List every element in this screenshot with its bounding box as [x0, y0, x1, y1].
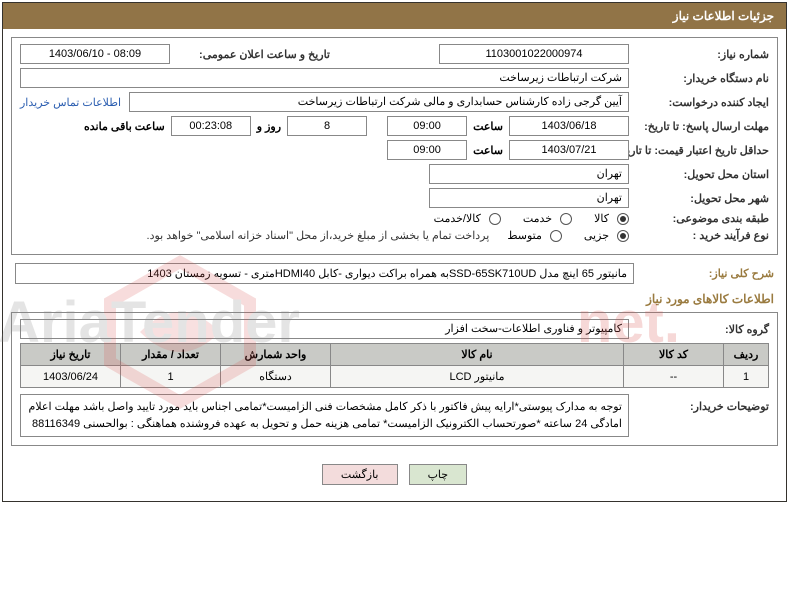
- title-bar: جزئیات اطلاعات نیاز: [3, 3, 786, 29]
- buyer-notes-label: توضیحات خریدار:: [629, 394, 769, 413]
- requester-label: ایجاد کننده درخواست:: [629, 96, 769, 109]
- min-valid-label: حداقل تاریخ اعتبار قیمت: تا تاریخ:: [629, 144, 769, 157]
- radio-partial-label: جزیی: [584, 229, 609, 242]
- radio-medium-label: متوسط: [507, 229, 542, 242]
- radio-both-label: کالا/خدمت: [434, 212, 481, 225]
- radio-partial[interactable]: [617, 230, 629, 242]
- announce-label: تاریخ و ساعت اعلان عمومی:: [170, 48, 330, 61]
- fieldset-main: شماره نیاز: 1103001022000974 تاریخ و ساع…: [11, 37, 778, 255]
- remain-time: 00:23:08: [171, 116, 251, 136]
- need-number-value: 1103001022000974: [439, 44, 629, 64]
- td-date: 1403/06/24: [21, 366, 121, 388]
- th-name: نام کالا: [331, 344, 624, 366]
- time-label-1: ساعت: [473, 120, 503, 133]
- back-button[interactable]: بازگشت: [322, 464, 398, 485]
- deadline-send-date: 1403/06/18: [509, 116, 629, 136]
- city-value: تهران: [429, 188, 629, 208]
- th-code: کد کالا: [624, 344, 724, 366]
- title-text: جزئیات اطلاعات نیاز: [673, 9, 774, 23]
- form-area: شماره نیاز: 1103001022000974 تاریخ و ساع…: [3, 29, 786, 501]
- td-idx: 1: [724, 366, 769, 388]
- th-date: تاریخ نیاز: [21, 344, 121, 366]
- th-qty: تعداد / مقدار: [121, 344, 221, 366]
- province-label: استان محل تحویل:: [629, 168, 769, 181]
- purchase-type-group: جزیی متوسط: [489, 229, 629, 242]
- th-row: ردیف: [724, 344, 769, 366]
- remain-label: ساعت باقی مانده: [84, 120, 165, 133]
- group-label: گروه کالا:: [629, 323, 769, 336]
- announce-value: 1403/06/10 - 08:09: [20, 44, 170, 64]
- need-number-label: شماره نیاز:: [629, 48, 769, 61]
- category-label: طبقه بندی موضوعی:: [629, 212, 769, 225]
- main-frame: جزئیات اطلاعات نیاز شماره نیاز: 11030010…: [2, 2, 787, 502]
- td-unit: دستگاه: [221, 366, 331, 388]
- desc-value: مانیتور 65 اینچ مدل SSD-65SK710UDبه همرا…: [15, 263, 634, 284]
- deadline-send-time: 09:00: [387, 116, 467, 136]
- deadline-send-label: مهلت ارسال پاسخ: تا تاریخ:: [629, 120, 769, 133]
- desc-label: شرح کلی نیاز:: [634, 267, 774, 280]
- buyer-notes-box: توجه به مدارک پیوستی*ارایه پیش فاکتور با…: [20, 394, 629, 437]
- goods-info-title: اطلاعات کالاهای مورد نیاز: [15, 292, 774, 306]
- purchase-type-label: نوع فرآیند خرید :: [629, 229, 769, 242]
- td-name: مانیتور LCD: [331, 366, 624, 388]
- buyer-org-label: نام دستگاه خریدار:: [629, 72, 769, 85]
- radio-service[interactable]: [560, 213, 572, 225]
- print-button[interactable]: چاپ: [409, 464, 468, 485]
- radio-goods-label: کالا: [594, 212, 609, 225]
- radio-both[interactable]: [489, 213, 501, 225]
- province-value: تهران: [429, 164, 629, 184]
- radio-service-label: خدمت: [523, 212, 552, 225]
- category-radio-group: کالا خدمت کالا/خدمت: [416, 212, 629, 225]
- td-qty: 1: [121, 366, 221, 388]
- radio-medium[interactable]: [550, 230, 562, 242]
- table-header-row: ردیف کد کالا نام کالا واحد شمارش تعداد /…: [21, 344, 769, 366]
- radio-goods[interactable]: [617, 213, 629, 225]
- buyer-org-value: شرکت ارتباطات زیرساخت: [20, 68, 629, 88]
- td-code: --: [624, 366, 724, 388]
- time-label-2: ساعت: [473, 144, 503, 157]
- button-row: چاپ بازگشت: [11, 454, 778, 493]
- group-value: کامپیوتر و فناوری اطلاعات-سخت افزار: [20, 319, 629, 339]
- city-label: شهر محل تحویل:: [629, 192, 769, 205]
- table-row: 1 -- مانیتور LCD دستگاه 1 1403/06/24: [21, 366, 769, 388]
- days-and-label: روز و: [257, 120, 281, 133]
- th-unit: واحد شمارش: [221, 344, 331, 366]
- days-value: 8: [287, 116, 367, 136]
- requester-value: آیین گرجی زاده کارشناس حسابداری و مالی ش…: [129, 92, 629, 112]
- contact-link[interactable]: اطلاعات تماس خریدار: [20, 96, 121, 109]
- min-valid-time: 09:00: [387, 140, 467, 160]
- min-valid-date: 1403/07/21: [509, 140, 629, 160]
- goods-table: ردیف کد کالا نام کالا واحد شمارش تعداد /…: [20, 343, 769, 388]
- fieldset-goods: گروه کالا: کامپیوتر و فناوری اطلاعات-سخت…: [11, 312, 778, 446]
- purchase-note: پرداخت تمام یا بخشی از مبلغ خرید،از محل …: [147, 229, 490, 242]
